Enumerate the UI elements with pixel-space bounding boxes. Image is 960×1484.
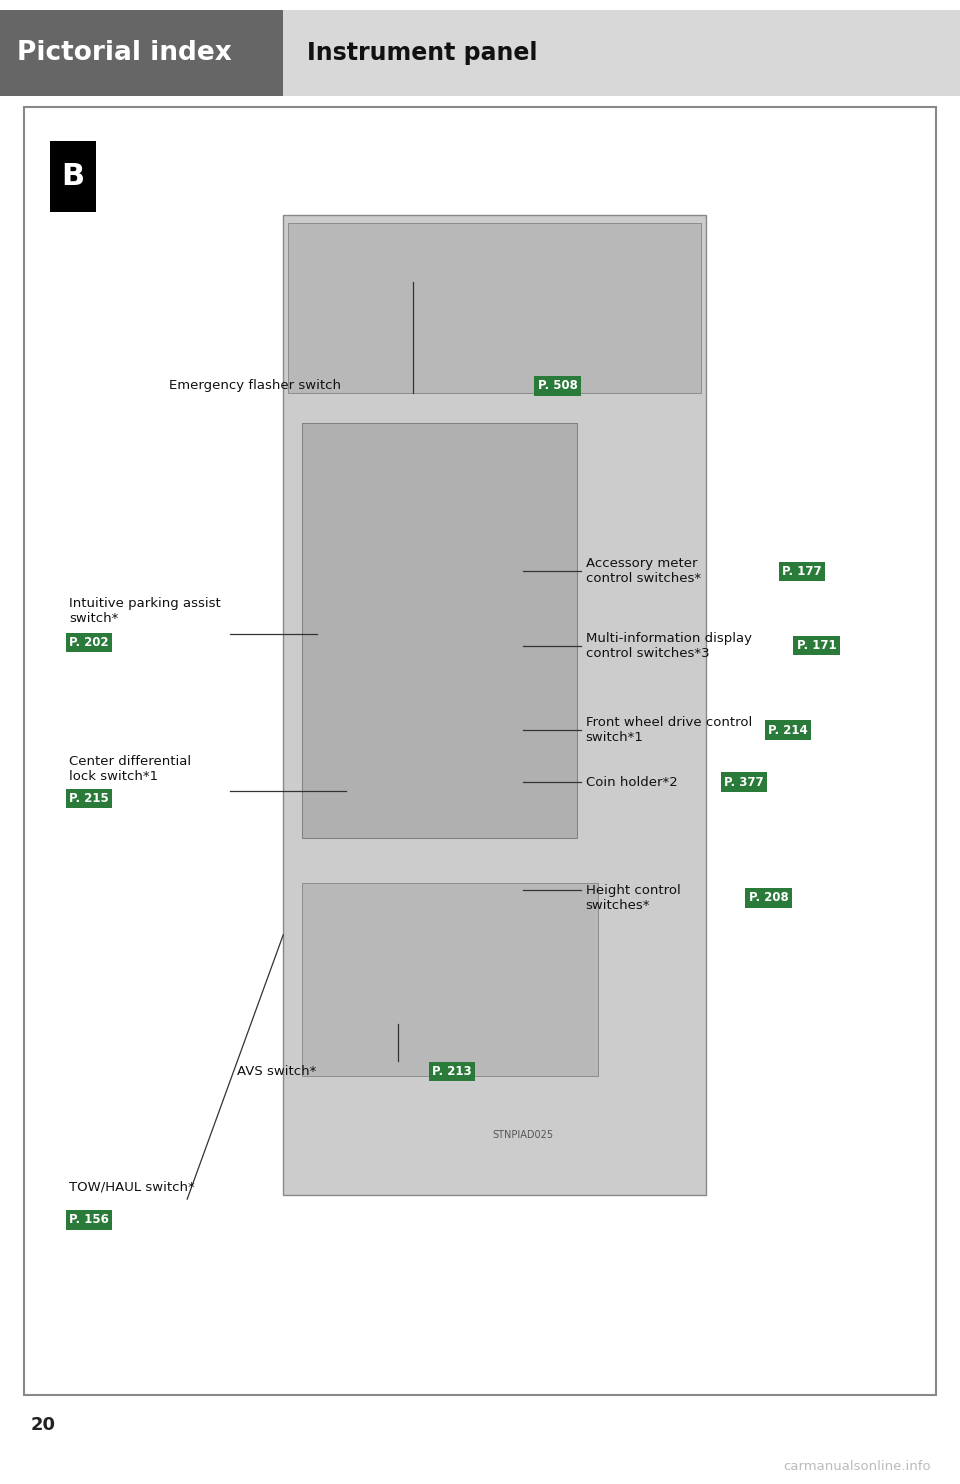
- Bar: [283, 10, 960, 96]
- Text: Multi-information display
control switches*3: Multi-information display control switch…: [586, 632, 752, 659]
- Text: AVS switch*: AVS switch*: [237, 1066, 317, 1077]
- Text: P. 171: P. 171: [797, 640, 836, 651]
- Bar: [50, 141, 96, 212]
- Text: P. 156: P. 156: [69, 1214, 109, 1226]
- Text: Height control
switches*: Height control switches*: [586, 884, 681, 911]
- Text: B: B: [61, 162, 84, 191]
- Text: P. 202: P. 202: [69, 637, 108, 649]
- Text: carmanualsonline.info: carmanualsonline.info: [783, 1460, 931, 1472]
- Text: Coin holder*2: Coin holder*2: [586, 776, 678, 788]
- Text: Accessory meter
control switches*: Accessory meter control switches*: [586, 558, 701, 585]
- Text: P. 214: P. 214: [768, 724, 807, 736]
- Text: STNPIAD025: STNPIAD025: [492, 1131, 554, 1140]
- Bar: [283, 215, 706, 1195]
- Text: Center differential
lock switch*1: Center differential lock switch*1: [69, 755, 191, 782]
- Text: Instrument panel: Instrument panel: [307, 42, 538, 65]
- Text: P. 177: P. 177: [782, 565, 822, 577]
- Text: TOW/HAUL switch*: TOW/HAUL switch*: [69, 1181, 195, 1193]
- Text: Pictorial index: Pictorial index: [17, 40, 232, 67]
- Text: Front wheel drive control
switch*1: Front wheel drive control switch*1: [586, 717, 752, 743]
- Text: 20: 20: [31, 1416, 56, 1434]
- Text: Emergency flasher switch: Emergency flasher switch: [169, 380, 341, 392]
- Bar: [24, 107, 936, 1395]
- Bar: [0, 10, 283, 96]
- Bar: [302, 423, 577, 838]
- Text: P. 377: P. 377: [724, 776, 763, 788]
- Text: Intuitive parking assist
switch*: Intuitive parking assist switch*: [69, 598, 221, 625]
- Text: P. 208: P. 208: [749, 892, 788, 904]
- Text: P. 213: P. 213: [432, 1066, 471, 1077]
- Bar: [302, 883, 598, 1076]
- Text: P. 508: P. 508: [538, 380, 578, 392]
- Bar: [288, 223, 701, 393]
- Text: P. 215: P. 215: [69, 792, 108, 804]
